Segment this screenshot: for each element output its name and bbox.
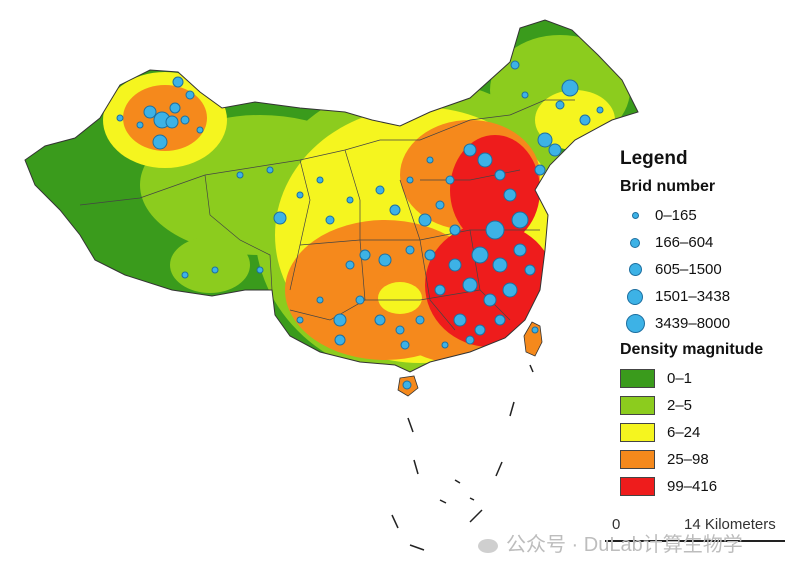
density-magnitude-title: Density magnitude bbox=[620, 341, 764, 358]
legend: Legend Brid number 0–165 166–604 605–1500 1… bbox=[615, 148, 805, 500]
density-class-label: 99–416 bbox=[667, 478, 718, 495]
density-magnitude-classes: 0–1 2–5 6–24 25–98 99–416 bbox=[615, 365, 805, 500]
scale-zero-label: 0 bbox=[612, 516, 621, 533]
density-class-4: 99–416 bbox=[615, 473, 805, 500]
density-class-label: 0–1 bbox=[667, 370, 693, 387]
density-class-label: 25–98 bbox=[667, 451, 709, 468]
density-class-3: 25–98 bbox=[615, 446, 805, 473]
taiwan-island bbox=[523, 321, 543, 357]
bird-size-symbol bbox=[625, 314, 645, 333]
wechat-icon bbox=[478, 538, 498, 553]
density-swatch bbox=[620, 423, 655, 442]
density-class-label: 2–5 bbox=[667, 397, 693, 414]
country-outline bbox=[24, 19, 639, 373]
bird-size-symbol bbox=[627, 288, 643, 305]
scale-distance-label: 14 Kilometers bbox=[684, 516, 776, 533]
province-borders bbox=[79, 99, 575, 331]
bird-class-0: 0–165 bbox=[615, 202, 805, 229]
bird-class-3: 1501–3438 bbox=[615, 283, 805, 310]
density-class-label: 6–24 bbox=[667, 424, 701, 441]
density-class-0: 0–1 bbox=[615, 365, 805, 392]
bird-class-1: 166–604 bbox=[615, 229, 805, 256]
legend-title: Legend bbox=[620, 148, 688, 169]
density-class-2: 6–24 bbox=[615, 419, 805, 446]
bird-class-4: 3439–8000 bbox=[615, 310, 805, 337]
density-2-5-south bbox=[170, 237, 250, 293]
density-swatch bbox=[620, 396, 655, 415]
density-class-1: 2–5 bbox=[615, 392, 805, 419]
bird-class-label: 3439–8000 bbox=[655, 315, 731, 332]
bird-size-symbol bbox=[631, 212, 639, 219]
bird-size-symbol bbox=[630, 237, 640, 248]
density-swatch bbox=[620, 450, 655, 469]
density-6-24-pocket bbox=[378, 282, 422, 314]
bird-class-2: 605–1500 bbox=[615, 256, 805, 283]
bird-size-symbol bbox=[628, 263, 642, 276]
scale-bar bbox=[605, 540, 785, 542]
watermark: 公众号 · DuLab计算生物学 bbox=[478, 528, 743, 557]
bird-number-title: Brid number bbox=[620, 178, 716, 195]
watermark-text: 公众号 · DuLab计算生物学 bbox=[506, 534, 743, 556]
density-swatch bbox=[620, 477, 655, 496]
south-sea-islands bbox=[391, 364, 534, 551]
bird-class-label: 166–604 bbox=[655, 234, 714, 251]
bird-points bbox=[116, 60, 604, 390]
bird-class-label: 1501–3438 bbox=[655, 288, 731, 305]
density-swatch bbox=[620, 369, 655, 388]
bird-class-label: 0–165 bbox=[655, 207, 697, 224]
bird-class-label: 605–1500 bbox=[655, 261, 722, 278]
bird-number-classes: 0–165 166–604 605–1500 1501–3438 3439–8000 bbox=[615, 202, 805, 337]
